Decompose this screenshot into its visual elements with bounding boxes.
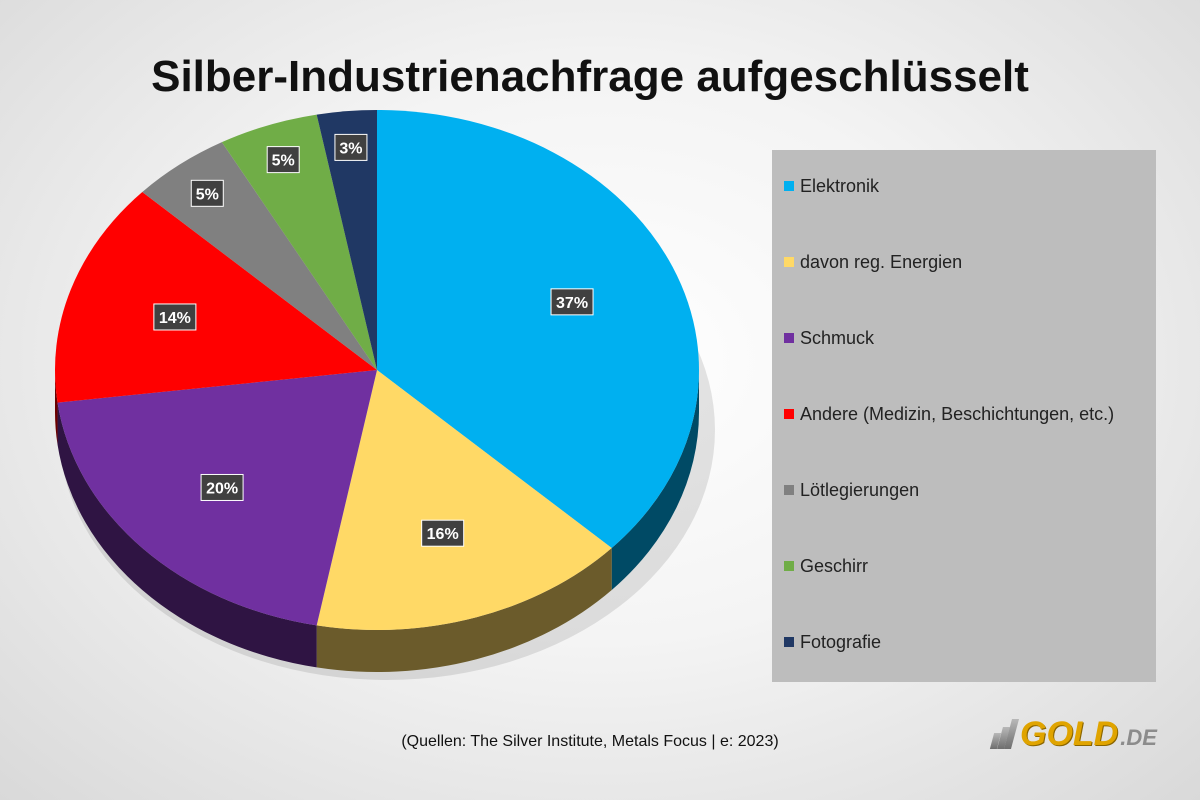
data-label-text: 20%	[206, 480, 238, 497]
pie-side-0	[611, 370, 699, 590]
pie-side-3	[55, 370, 58, 445]
legend-item: Lötlegierungen	[784, 478, 919, 502]
gold-de-logo: GOLD .DE	[989, 712, 1157, 756]
legend-item: davon reg. Energien	[784, 250, 962, 274]
data-label-box	[190, 179, 224, 207]
legend-item: Elektronik	[784, 174, 879, 198]
data-label-6: 3%	[334, 133, 368, 161]
pie-slice-6	[316, 110, 377, 370]
logo-suffix: .DE	[1120, 725, 1157, 750]
pie-slice-3	[55, 192, 377, 403]
data-label-4: 5%	[190, 179, 224, 207]
pie-side-1	[316, 547, 612, 672]
legend-label: davon reg. Energien	[800, 251, 963, 272]
legend-label: Geschirr	[800, 555, 869, 576]
pie-side-2	[57, 402, 317, 668]
legend-label: Schmuck	[800, 327, 875, 348]
legend-swatch	[784, 333, 794, 343]
legend-item: Schmuck	[784, 326, 874, 350]
data-label-box	[153, 303, 197, 331]
legend-swatch	[784, 181, 794, 191]
data-label-box	[200, 473, 244, 501]
legend-swatch	[784, 485, 794, 495]
data-label-box	[266, 146, 300, 174]
legend-label: Elektronik	[800, 175, 880, 196]
data-label-text: 5%	[272, 153, 295, 170]
data-label-text: 37%	[556, 295, 588, 312]
data-label-1: 16%	[421, 519, 465, 547]
data-label-text: 3%	[339, 140, 362, 157]
legend-swatch	[784, 409, 794, 419]
pie-slice-5	[221, 114, 377, 370]
legend-item: Geschirr	[784, 554, 868, 578]
legend-swatch	[784, 637, 794, 647]
data-label-box	[334, 133, 368, 161]
data-label-3: 14%	[153, 303, 197, 331]
pie-slice-0	[377, 110, 699, 548]
data-label-text: 14%	[159, 310, 191, 327]
legend: Elektronik davon reg. Energien Schmuck Ande…	[772, 150, 1156, 682]
data-label-text: 16%	[427, 526, 459, 543]
data-label-2: 20%	[200, 473, 244, 501]
pie-slice-1	[316, 370, 612, 630]
legend-item: Andere (Medizin, Beschichtungen, etc.)	[784, 402, 1114, 426]
data-label-0: 37%	[550, 288, 594, 316]
legend-item: Fotografie	[784, 630, 881, 654]
gold-bars-icon	[989, 719, 1020, 749]
source-note: (Quellen: The Silver Institute, Metals F…	[401, 733, 779, 750]
legend-swatch	[784, 561, 794, 571]
legend-label: Andere (Medizin, Beschichtungen, etc.)	[800, 403, 1115, 424]
data-label-box	[421, 519, 465, 547]
legend-swatch	[784, 257, 794, 267]
logo-text: GOLD	[1020, 714, 1119, 753]
data-label-text: 5%	[196, 186, 219, 203]
chart-title: Silber-Industrienachfrage aufgeschlüssel…	[151, 52, 1029, 101]
data-label-box	[550, 288, 594, 316]
data-label-5: 5%	[266, 146, 300, 174]
pie-chart: 37% 16% 20% 14% 5% 5% 3%	[55, 110, 715, 680]
legend-label: Lötlegierungen	[800, 479, 920, 500]
legend-label: Fotografie	[800, 631, 882, 652]
